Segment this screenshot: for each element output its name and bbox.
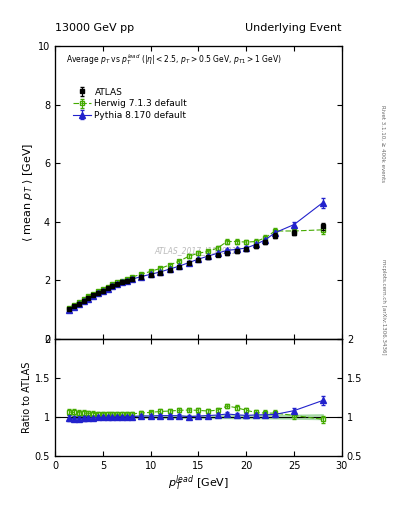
Y-axis label: $\langle$ mean $p_T$ $\rangle$ [GeV]: $\langle$ mean $p_T$ $\rangle$ [GeV] xyxy=(21,143,35,242)
Text: Underlying Event: Underlying Event xyxy=(245,23,342,33)
X-axis label: $p_T^{lead}$ [GeV]: $p_T^{lead}$ [GeV] xyxy=(168,473,229,493)
Text: 13000 GeV pp: 13000 GeV pp xyxy=(55,23,134,33)
Y-axis label: Ratio to ATLAS: Ratio to ATLAS xyxy=(22,361,32,433)
Text: ATLAS_2017_I1509919: ATLAS_2017_I1509919 xyxy=(155,246,242,255)
Text: mcplots.cern.ch [arXiv:1306.3436]: mcplots.cern.ch [arXiv:1306.3436] xyxy=(381,260,386,355)
Text: Average $p_T$ vs $p_T^{lead}$ ($|\eta| < 2.5$, $p_T > 0.5$ GeV, $p_{T1} > 1$ GeV: Average $p_T$ vs $p_T^{lead}$ ($|\eta| <… xyxy=(66,52,283,67)
Legend: ATLAS, Herwig 7.1.3 default, Pythia 8.170 default: ATLAS, Herwig 7.1.3 default, Pythia 8.17… xyxy=(69,84,191,123)
Text: Rivet 3.1.10, ≥ 400k events: Rivet 3.1.10, ≥ 400k events xyxy=(381,105,386,182)
